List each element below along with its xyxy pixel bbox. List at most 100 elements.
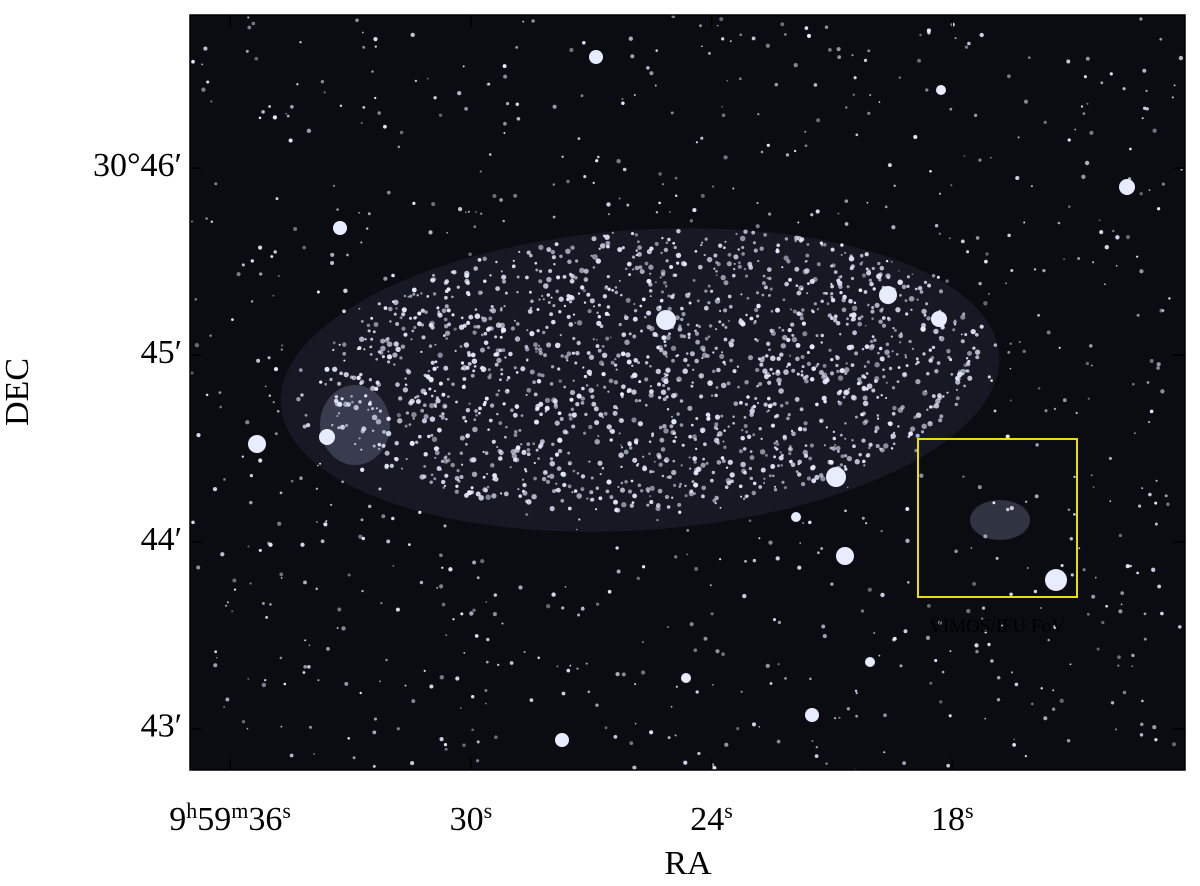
star — [965, 369, 969, 373]
star — [361, 536, 365, 541]
star — [837, 450, 840, 453]
star — [447, 395, 450, 398]
star — [703, 636, 708, 641]
star — [428, 377, 434, 383]
star — [663, 247, 669, 253]
star — [633, 309, 638, 313]
star — [436, 447, 440, 450]
star — [576, 320, 583, 326]
star — [464, 273, 470, 279]
star — [578, 518, 581, 521]
star — [384, 463, 389, 469]
star — [954, 402, 959, 407]
star — [529, 698, 534, 702]
star — [576, 471, 580, 475]
star — [370, 316, 374, 320]
star — [557, 411, 562, 416]
star — [749, 316, 754, 321]
star — [876, 395, 880, 399]
star — [816, 308, 820, 311]
star — [936, 361, 941, 365]
star — [446, 458, 451, 463]
star — [752, 481, 757, 486]
star — [703, 253, 706, 257]
star — [960, 239, 965, 244]
star — [692, 368, 695, 371]
star — [665, 395, 669, 399]
star — [385, 430, 392, 437]
star — [480, 316, 484, 319]
star — [950, 373, 954, 376]
star — [632, 268, 635, 271]
star — [835, 445, 841, 451]
star — [605, 336, 610, 341]
star — [728, 342, 734, 348]
star — [408, 316, 413, 320]
star — [462, 743, 466, 748]
star — [755, 314, 760, 318]
star — [1068, 205, 1071, 208]
star — [751, 230, 756, 235]
star — [501, 274, 507, 280]
star — [808, 456, 813, 461]
plot-frame — [189, 14, 1186, 771]
star — [1005, 282, 1007, 285]
star — [684, 494, 688, 498]
star — [577, 613, 581, 617]
star — [820, 333, 825, 338]
star — [715, 260, 719, 264]
star — [613, 404, 618, 410]
y-tick-label: 43′ — [141, 708, 182, 745]
star — [500, 372, 504, 376]
star — [1067, 138, 1071, 142]
star — [996, 698, 1001, 702]
star — [836, 321, 841, 326]
star — [554, 452, 560, 457]
star — [747, 261, 753, 267]
star — [483, 331, 488, 336]
star — [719, 353, 725, 359]
star — [347, 573, 351, 577]
star — [412, 292, 416, 296]
star — [630, 54, 635, 59]
star — [860, 315, 864, 319]
star — [444, 747, 448, 751]
star — [1151, 567, 1156, 572]
star — [625, 297, 631, 303]
star — [603, 385, 607, 389]
star — [843, 454, 848, 458]
star — [621, 502, 627, 508]
star — [660, 290, 665, 294]
star — [816, 362, 820, 366]
star — [555, 482, 558, 485]
star — [473, 225, 477, 229]
star — [854, 415, 858, 419]
star — [993, 343, 997, 347]
star — [1117, 655, 1121, 660]
star — [804, 144, 808, 148]
star — [694, 566, 699, 571]
star — [561, 691, 566, 696]
star — [475, 413, 478, 417]
star — [680, 464, 683, 467]
star — [672, 439, 676, 444]
star — [672, 241, 676, 245]
star — [844, 437, 847, 440]
star — [751, 490, 757, 496]
star — [960, 333, 963, 336]
star — [1007, 74, 1011, 79]
star — [990, 379, 993, 382]
star — [758, 381, 763, 387]
star — [566, 351, 572, 357]
star — [364, 394, 368, 398]
y-tick-label: 44′ — [141, 521, 182, 558]
star — [887, 317, 891, 322]
star — [620, 293, 623, 297]
star — [565, 248, 571, 255]
star — [825, 762, 828, 765]
star — [379, 680, 381, 683]
star — [502, 219, 505, 223]
star — [608, 378, 614, 384]
star — [674, 436, 677, 439]
star — [451, 382, 455, 387]
